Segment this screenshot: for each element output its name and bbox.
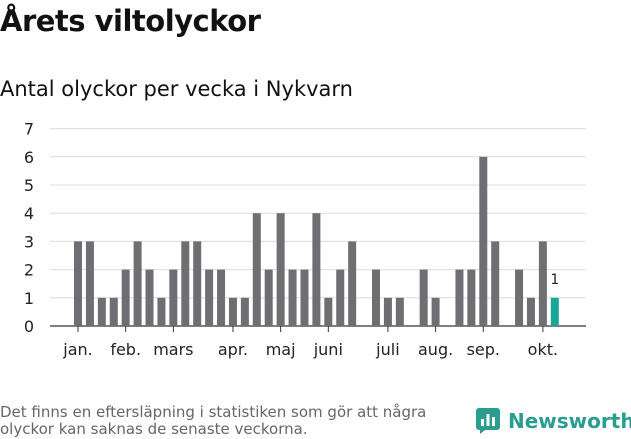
bar	[479, 156, 488, 326]
y-tick-label: 5	[24, 176, 34, 195]
bar	[336, 269, 345, 326]
bar	[193, 241, 202, 326]
bar	[181, 241, 190, 326]
bar	[205, 269, 214, 326]
bar	[252, 213, 261, 326]
bar	[515, 269, 524, 326]
bar	[97, 297, 106, 326]
bar	[383, 297, 392, 326]
bar	[276, 213, 285, 326]
x-tick-label: aug.	[418, 340, 453, 359]
x-tick-label: apr.	[218, 340, 248, 359]
y-tick-label: 7	[24, 120, 34, 139]
brand-logo[interactable]: Newsworthy	[476, 408, 631, 434]
x-tick-label: mars	[153, 340, 193, 359]
y-tick-label: 6	[24, 148, 34, 167]
bar	[157, 297, 166, 326]
y-tick-label: 2	[24, 261, 34, 280]
chart-subtitle: Antal olyckor per vecka i Nykvarn	[0, 77, 353, 101]
bar	[419, 269, 428, 326]
x-tick-label: okt.	[528, 340, 558, 359]
bar	[133, 241, 142, 326]
bar	[467, 269, 476, 326]
bar	[217, 269, 226, 326]
bar	[455, 269, 464, 326]
x-tick-label: sep.	[467, 340, 500, 359]
bar	[288, 269, 297, 326]
x-tick-label: feb.	[110, 340, 141, 359]
bar	[324, 297, 333, 326]
bar	[312, 213, 321, 326]
footnote: Det finns en eftersläpning i statistiken…	[0, 403, 427, 438]
brand-name: Newsworthy	[508, 409, 631, 433]
bar	[395, 297, 404, 326]
bar	[300, 269, 309, 326]
bar-chart-logo-icon	[476, 408, 500, 434]
bar	[526, 297, 535, 326]
bar	[145, 269, 154, 326]
x-tick-label: juli	[375, 340, 399, 359]
x-tick-label: jan.	[62, 340, 92, 359]
x-tick-label: maj	[266, 340, 296, 359]
bar-value-label: 1	[550, 272, 559, 288]
bar	[169, 269, 178, 326]
bar	[538, 241, 547, 326]
bar	[228, 297, 237, 326]
bar	[491, 241, 500, 326]
y-tick-label: 4	[24, 204, 34, 223]
bar	[550, 297, 559, 326]
bar	[240, 297, 249, 326]
bar	[264, 269, 273, 326]
bar	[121, 269, 130, 326]
chart-title: Årets viltolyckor	[0, 4, 261, 38]
y-tick-label: 3	[24, 232, 34, 251]
bar	[348, 241, 357, 326]
bar	[109, 297, 118, 326]
bar	[431, 297, 440, 326]
bar-chart: 0 1 2 3 4 5 6 7 1 jan. feb. mars apr. maj juni juli aug.…	[24, 120, 586, 359]
bar	[85, 241, 94, 326]
bar	[372, 269, 380, 326]
bar	[74, 241, 82, 326]
y-tick-label: 1	[24, 289, 34, 308]
x-tick-label: juni	[313, 340, 343, 359]
y-tick-label: 0	[24, 317, 34, 336]
